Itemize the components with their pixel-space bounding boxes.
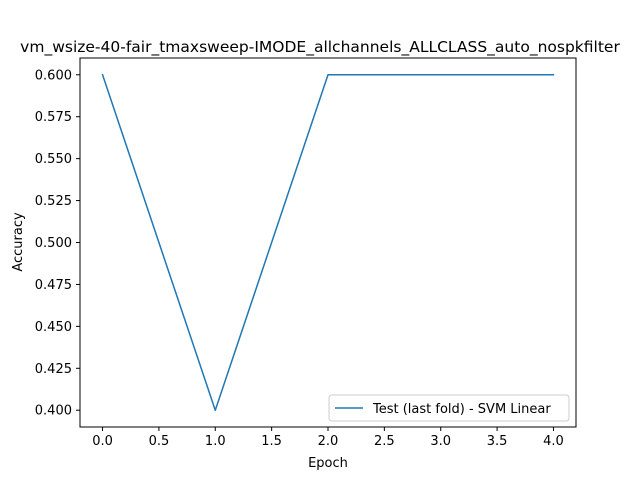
x-tick-label: 4.0 [543,434,564,449]
series-layer [101,73,555,411]
legend: Test (last fold) - SVM Linear [328,394,570,422]
legend-label: Test (last fold) - SVM Linear [372,402,551,417]
y-tick-label: 0.425 [35,362,72,377]
x-tick-label: 2.0 [318,434,339,449]
ticks-layer: 0.0 0.5 1.0 1.5 2.0 2.5 3.0 3.5 4.0 0.400 0.425 0.4… [35,68,564,449]
y-tick-label: 0.400 [35,404,72,419]
y-tick-label: 0.600 [35,68,72,83]
y-tick-label: 0.500 [35,236,72,251]
y-tick-label: 0.450 [35,320,72,335]
chart-title: vm_wsize-40-fair_tmaxsweep-IMODE_allchan… [20,38,620,57]
y-tick-label: 0.475 [35,278,72,293]
x-tick-label: 0.0 [92,434,113,449]
legend-box [328,394,570,422]
y-tick-label: 0.575 [35,110,72,125]
x-tick-label: 1.0 [205,434,226,449]
y-tick-label: 0.525 [35,194,72,209]
x-tick-label: 2.5 [374,434,395,449]
x-tick-label: 3.0 [430,434,451,449]
x-axis-label: Epoch [308,456,348,471]
x-tick-label: 1.5 [261,434,282,449]
plot-frame [79,57,577,428]
y-tick-label: 0.550 [35,152,72,167]
x-tick-label: 3.5 [487,434,508,449]
x-tick-label: 0.5 [149,434,170,449]
y-axis-label: Accuracy [11,212,26,272]
